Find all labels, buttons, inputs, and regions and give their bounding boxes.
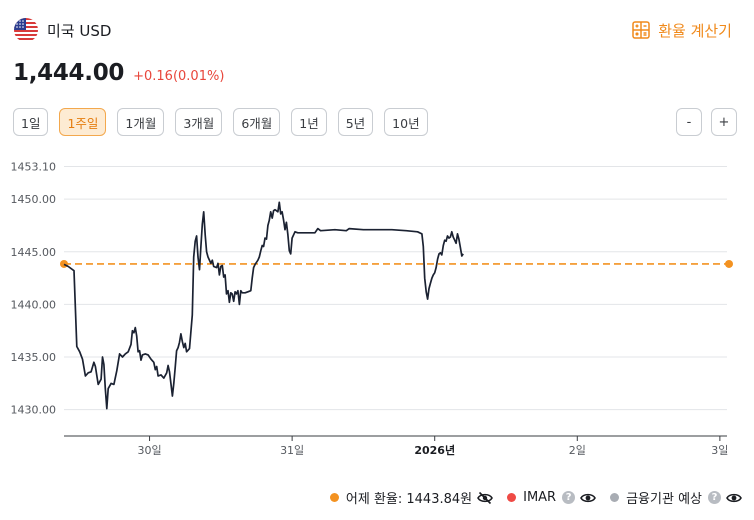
help-icon[interactable]: ? [708, 491, 721, 504]
legend-dot [507, 493, 517, 502]
current-price: 1,444.00 [13, 60, 125, 86]
currency-header: 미국 USD [14, 16, 111, 44]
eye-icon[interactable] [580, 491, 597, 505]
period-button[interactable]: 1주일 [59, 108, 107, 136]
legend-dot [329, 493, 339, 502]
period-button[interactable]: 1년 [291, 108, 327, 136]
legend-label: 금융기관 예상 [626, 492, 702, 507]
period-button[interactable]: 1개월 [117, 108, 165, 136]
y-tick-label: 1450.00 [11, 193, 57, 206]
x-tick-label: 2026년 [414, 443, 455, 457]
yesterday-rate-marker-end [725, 259, 733, 268]
period-button[interactable]: 1일 [13, 108, 49, 136]
eye-off-icon[interactable] [477, 491, 494, 505]
exchange-calculator-button[interactable]: 환율 계산기 [632, 16, 732, 44]
zoom-out-button[interactable]: - [676, 108, 702, 136]
legend-item-imar[interactable]: IMAR ? [507, 490, 597, 505]
y-tick-label: 1453.10 [11, 161, 57, 174]
x-tick-label: 3일 [711, 443, 728, 457]
calculator-label: 환율 계산기 [658, 21, 732, 40]
help-icon[interactable]: ? [562, 491, 576, 504]
period-button[interactable]: 10년 [384, 108, 428, 136]
currency-name: 미국 USD [47, 21, 112, 40]
y-tick-label: 1445.00 [11, 246, 57, 259]
legend-label: 어제 환율: 1443.84원 [345, 492, 473, 507]
y-tick-label: 1435.00 [11, 351, 57, 364]
y-tick-label: 1430.00 [11, 404, 57, 417]
period-selector: 1일 1주일 1개월 3개월 6개월 1년 5년 10년 [13, 108, 439, 136]
us-flag-icon [14, 18, 38, 42]
y-tick-label: 1440.00 [11, 298, 57, 311]
exchange-rate-chart[interactable]: 1453.10 1450.00 1445.00 1440.00 1435.00 1430.… [0, 150, 754, 470]
eye-icon[interactable] [726, 491, 742, 505]
price-change: +0.16(0.01%) [133, 69, 225, 84]
x-tick-label: 31일 [280, 443, 304, 457]
legend-item-institution-forecast[interactable]: 금융기관 예상 ? [610, 488, 742, 507]
chart-legend: 어제 환율: 1443.84원 IMAR ? 금융기관 예상 ? [316, 488, 742, 507]
legend-dot [610, 493, 620, 502]
x-tick-label: 30일 [137, 443, 161, 457]
period-button[interactable]: 3개월 [175, 108, 223, 136]
yesterday-rate-marker-start [60, 259, 68, 268]
x-tick-label: 2일 [569, 443, 586, 457]
calculator-icon [632, 21, 650, 39]
legend-item-yesterday[interactable]: 어제 환율: 1443.84원 [329, 488, 494, 507]
zoom-in-button[interactable]: + [711, 108, 737, 136]
price-row: 1,444.00 +0.16(0.01%) [13, 60, 224, 86]
period-button[interactable]: 6개월 [233, 108, 281, 136]
legend-label: IMAR [523, 490, 557, 505]
period-button[interactable]: 5년 [337, 108, 374, 136]
rate-series-line [63, 201, 464, 410]
